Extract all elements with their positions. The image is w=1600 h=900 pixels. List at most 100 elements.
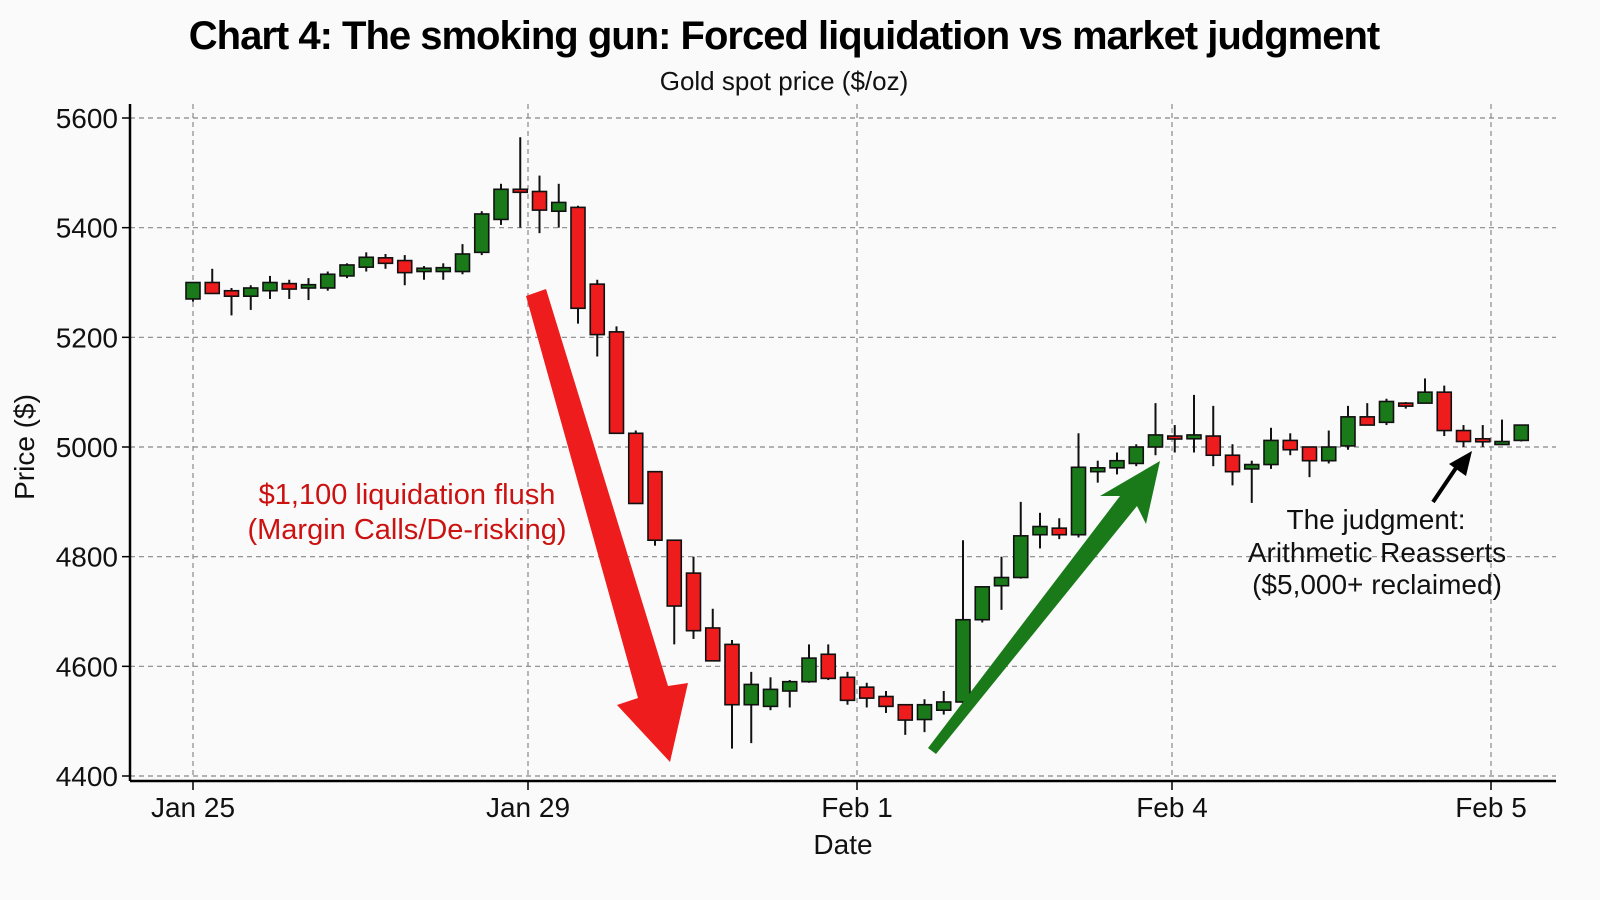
- candle: [608, 326, 625, 435]
- y-tick-label: 5600: [56, 103, 118, 134]
- candle: [627, 430, 644, 505]
- red-down-arrow-icon: [526, 289, 688, 762]
- x-tick-label: Feb 5: [1455, 792, 1527, 823]
- candle: [801, 644, 817, 683]
- candle: [743, 671, 760, 744]
- candle: [1051, 518, 1068, 540]
- candle: [1340, 405, 1356, 450]
- candle: [1012, 501, 1029, 579]
- candle: [1070, 433, 1087, 538]
- candle: [262, 275, 278, 299]
- candle: [493, 183, 509, 225]
- x-tick-label: Feb 1: [821, 792, 893, 823]
- candle: [955, 540, 971, 706]
- candle: [993, 556, 1010, 610]
- candle: [1455, 425, 1472, 447]
- y-tick-label: 5200: [56, 322, 118, 353]
- candle: [935, 691, 952, 715]
- candle: [858, 682, 875, 708]
- green-up-arrow-icon: [928, 461, 1160, 754]
- candle: [666, 539, 683, 645]
- x-axis-ticks: Jan 25 Jan 29 Feb 1 Feb 4 Feb 5: [151, 781, 1527, 823]
- candle: [1147, 403, 1164, 456]
- candle: [1166, 425, 1183, 453]
- candle: [1436, 385, 1453, 437]
- candle: [416, 266, 432, 280]
- candle: [974, 586, 991, 623]
- candle: [1417, 378, 1433, 404]
- candle: [724, 640, 740, 749]
- candle: [358, 252, 375, 272]
- candle: [916, 699, 933, 733]
- candle: [1282, 433, 1299, 456]
- candle: [1089, 460, 1106, 483]
- x-tick-label: Jan 25: [151, 792, 235, 823]
- candle: [473, 211, 490, 256]
- y-tick-label: 5400: [56, 213, 118, 244]
- candle: [1378, 398, 1395, 426]
- y-tick-label: 4800: [56, 542, 118, 573]
- candle: [1243, 460, 1260, 503]
- axes: [128, 104, 1556, 783]
- y-tick-label: 4600: [56, 651, 118, 682]
- candle: [839, 671, 856, 705]
- candle: [1263, 427, 1279, 469]
- candle: [1186, 394, 1202, 453]
- candle: [1494, 419, 1510, 446]
- candle: [1224, 444, 1241, 486]
- candle: [512, 137, 529, 228]
- candle: [897, 703, 914, 735]
- candle: [396, 255, 413, 286]
- y-tick-label: 4400: [56, 761, 118, 792]
- candle: [339, 263, 355, 279]
- candle: [242, 285, 259, 310]
- candle: [589, 279, 606, 357]
- candle: [570, 205, 586, 324]
- y-axis-ticks: 4400 4600 4800 5000 5200 5400 5600: [56, 103, 130, 792]
- candle: [1301, 446, 1318, 478]
- candle: [820, 644, 837, 681]
- candle: [531, 175, 548, 234]
- black-arrow-icon: [1431, 451, 1472, 504]
- candle: [377, 253, 394, 269]
- chart-subtitle: Gold spot price ($/oz): [659, 66, 909, 96]
- candle: [1032, 512, 1048, 549]
- candle: [762, 677, 779, 711]
- candle: [435, 263, 452, 280]
- candle: [878, 691, 894, 713]
- y-axis-label: Price ($): [9, 394, 40, 500]
- candle: [300, 278, 317, 301]
- candle: [1397, 402, 1414, 409]
- grid-lines: [130, 104, 1556, 777]
- x-axis-label: Date: [813, 829, 872, 860]
- liquidation-annotation-line2: (Margin Calls/De-risking): [247, 514, 566, 546]
- candle: [319, 271, 336, 291]
- y-tick-label: 5000: [56, 432, 118, 463]
- chart-title: Chart 4: The smoking gun: Forced liquida…: [188, 14, 1380, 58]
- candle: [223, 287, 240, 316]
- candles: [185, 137, 1530, 749]
- candle: [281, 279, 298, 299]
- candle: [1109, 452, 1125, 475]
- judgment-annotation-line3: ($5,000+ reclaimed): [1252, 569, 1502, 600]
- candle: [1474, 425, 1491, 447]
- candle: [454, 244, 471, 275]
- candle: [550, 183, 567, 228]
- x-tick-label: Jan 29: [486, 792, 570, 823]
- judgment-annotation-line1: The judgment:: [1287, 504, 1466, 535]
- liquidation-annotation-line1: $1,100 liquidation flush: [259, 479, 556, 511]
- candle: [1320, 430, 1337, 464]
- candle: [204, 268, 221, 295]
- candle: [1205, 405, 1222, 467]
- candle: [781, 680, 798, 708]
- candle: [704, 608, 721, 662]
- candle: [647, 470, 663, 546]
- judgment-annotation-line2: Arithmetic Reasserts: [1248, 537, 1506, 568]
- x-tick-label: Feb 4: [1136, 792, 1208, 823]
- candle: [1128, 444, 1145, 467]
- candle: [1513, 424, 1530, 442]
- candle: [685, 556, 702, 639]
- candle: [1359, 403, 1376, 426]
- candle: [185, 281, 201, 302]
